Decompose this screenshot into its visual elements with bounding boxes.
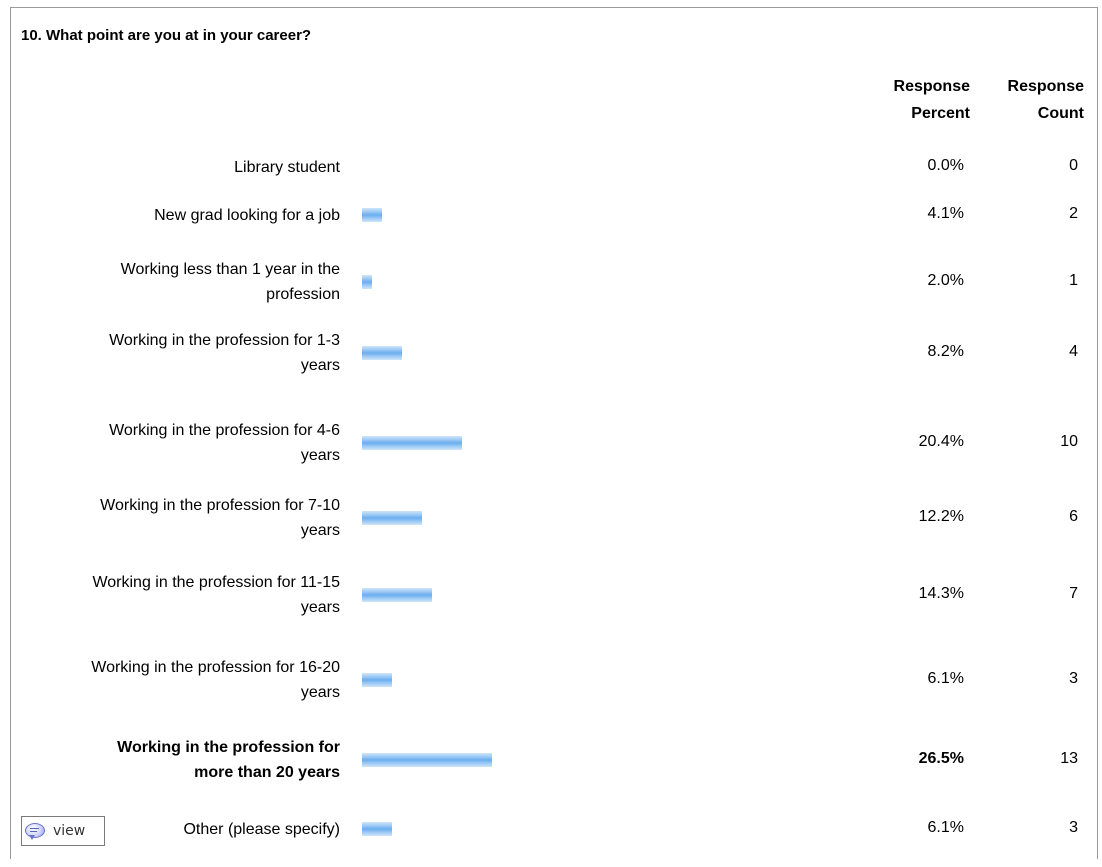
- row-label-line: Working in the profession for 11-15: [92, 574, 340, 591]
- response-bar: [362, 511, 422, 525]
- response-bar: [362, 588, 433, 602]
- row-label-line: Working in the profession for 16-20: [91, 659, 340, 676]
- response-percent: 6.1%: [927, 670, 964, 687]
- row-label-line: Working less than 1 year in the: [120, 261, 340, 278]
- response-count: 13: [1060, 750, 1078, 767]
- response-bar: [362, 346, 403, 360]
- row-label: Library student: [10, 155, 340, 180]
- row-label-line: Working in the profession for 4-6: [109, 422, 340, 439]
- row-label-line: New grad looking for a job: [154, 206, 340, 224]
- response-count: 10: [1060, 433, 1078, 450]
- row-label: New grad looking for a job: [10, 203, 340, 228]
- response-count: 4: [1069, 343, 1078, 360]
- row-label-line: Working in the profession for 7-10: [100, 497, 340, 514]
- response-percent: 0.0%: [927, 157, 964, 174]
- row-label: Working in the profession for more than 2…: [10, 735, 340, 785]
- row-label-line: Other (please specify): [183, 820, 340, 838]
- response-count: 6: [1069, 508, 1078, 525]
- row-label-line: Working in the profession for 1-3: [109, 332, 340, 349]
- row-label-line: profession: [266, 286, 340, 303]
- response-percent: 14.3%: [918, 585, 964, 602]
- survey-question-panel: [10, 7, 1098, 859]
- row-label-line: more than 20 years: [194, 764, 340, 781]
- response-percent: 8.2%: [927, 343, 964, 360]
- response-bar: [362, 822, 392, 836]
- row-label-line: years: [300, 684, 340, 701]
- row-label: Working less than 1 year in the professio…: [10, 257, 340, 307]
- response-count: 1: [1069, 272, 1078, 289]
- question-title: 10. What point are you at in your career…: [21, 27, 312, 44]
- row-label: Working in the profession for 7-10 years: [10, 493, 340, 543]
- response-count: 7: [1069, 585, 1078, 602]
- response-bar: [362, 673, 392, 687]
- response-count: 3: [1069, 819, 1078, 836]
- row-label-line: years: [300, 447, 340, 464]
- row-label: Working in the profession for 1-3 years: [10, 328, 340, 378]
- response-bar: [362, 436, 462, 450]
- response-count-header: Response Count: [1007, 78, 1084, 122]
- row-label-line: Library student: [234, 158, 340, 176]
- response-percent: 6.1%: [927, 819, 964, 836]
- response-bar: [362, 275, 372, 289]
- row-label-line: years: [300, 522, 340, 539]
- row-label: Working in the profession for 4-6 years: [10, 418, 340, 468]
- response-bar: [362, 208, 383, 222]
- speech-bubble-icon: [25, 823, 45, 840]
- row-label: Other (please specify): [10, 817, 340, 842]
- response-percent: 26.5%: [918, 750, 964, 767]
- row-label-line: years: [300, 599, 340, 616]
- row-label-line: Working in the profession for: [117, 739, 340, 756]
- response-percent: 12.2%: [918, 508, 964, 525]
- response-percent: 20.4%: [918, 433, 964, 450]
- response-bar: [362, 753, 492, 767]
- view-other-responses-button[interactable]: view: [21, 816, 105, 846]
- response-count: 0: [1069, 157, 1078, 174]
- row-label-line: years: [300, 357, 340, 374]
- response-percent: 4.1%: [927, 205, 964, 222]
- response-count: 3: [1069, 670, 1078, 687]
- response-percent-header: Response Percent: [893, 78, 970, 122]
- row-label: Working in the profession for 16-20 years: [10, 655, 340, 705]
- row-label: Working in the profession for 11-15 years: [10, 570, 340, 620]
- view-button-label: view: [53, 823, 86, 839]
- response-count: 2: [1069, 205, 1078, 222]
- response-percent: 2.0%: [927, 272, 964, 289]
